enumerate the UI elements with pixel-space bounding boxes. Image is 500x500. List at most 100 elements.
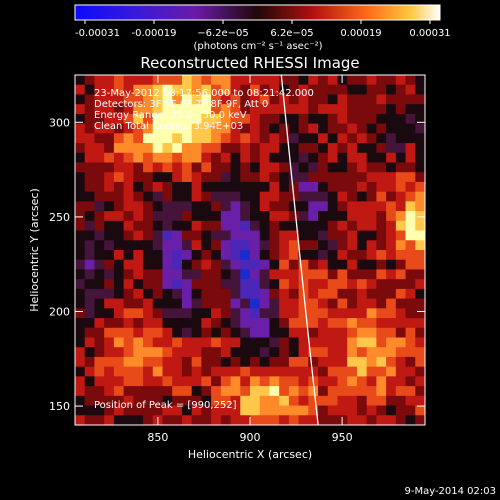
heatmap-cell: [201, 386, 212, 397]
heatmap-cell: [143, 133, 154, 144]
heatmap-cell: [415, 113, 425, 125]
heatmap-cell: [250, 181, 261, 193]
heatmap-cell: [376, 308, 387, 319]
axis-ticks: 850 900 950 150 200 250 300: [49, 75, 425, 444]
heatmap-cell: [347, 250, 358, 261]
heatmap-cell: [318, 259, 329, 270]
heatmap-cell: [356, 250, 368, 261]
heatmap-cell: [104, 269, 115, 280]
heatmap-cell: [240, 279, 251, 290]
footer-timestamp: 9-May-2014 02:03: [404, 486, 496, 497]
heatmap-cell: [104, 327, 115, 338]
heatmap-cell: [75, 191, 86, 202]
heatmap-cell: [327, 337, 338, 348]
heatmap-cell: [152, 279, 163, 290]
heatmap-cell: [94, 230, 105, 241]
heatmap-cell: [113, 123, 125, 134]
heatmap-cell: [143, 113, 154, 125]
heatmap-cell: [75, 201, 86, 212]
heatmap-cell: [113, 415, 125, 425]
heatmap-cell: [201, 94, 212, 105]
heatmap-cell: [288, 327, 300, 338]
heatmap-cell: [405, 259, 416, 270]
heatmap-cell: [172, 84, 183, 95]
heatmap-cell: [250, 104, 261, 115]
heatmap-cell: [211, 75, 222, 86]
heatmap-cell: [356, 240, 368, 251]
heatmap-cell: [104, 240, 115, 251]
heatmap-cell: [191, 143, 202, 154]
heatmap-cell: [152, 123, 163, 134]
heatmap-cell: [181, 162, 193, 173]
heatmap-cell: [75, 75, 86, 86]
heatmap-cell: [143, 288, 154, 300]
heatmap-cell: [376, 259, 387, 270]
heatmap-cell: [230, 308, 241, 319]
heatmap-cell: [356, 376, 368, 387]
heatmap-cell: [220, 201, 231, 212]
heatmap-cell: [113, 113, 125, 125]
heatmap-cell: [84, 337, 95, 348]
heatmap-cell: [318, 250, 329, 261]
heatmap-cell: [327, 84, 338, 95]
heatmap-cell: [405, 230, 416, 241]
heatmap-cell: [308, 230, 319, 241]
x-tick-label: 950: [332, 431, 353, 444]
heatmap-cell: [308, 279, 319, 290]
heatmap-cell: [84, 279, 95, 290]
heatmap-cell: [376, 113, 387, 125]
heatmap-cell: [113, 211, 125, 222]
heatmap-cell: [191, 75, 202, 86]
heatmap-cell: [395, 172, 406, 183]
heatmap-cell: [415, 230, 425, 241]
heatmap-cell: [259, 201, 270, 212]
heatmap-cell: [201, 347, 212, 358]
heatmap-cell: [347, 75, 358, 86]
heatmap-cell: [279, 327, 290, 338]
heatmap-cell: [240, 201, 251, 212]
heatmap-cell: [94, 376, 105, 387]
heatmap-cell: [94, 308, 105, 319]
heatmap-cell: [201, 298, 212, 309]
heatmap-cell: [201, 172, 212, 183]
heatmap-cell: [405, 240, 416, 251]
heatmap-cell: [298, 181, 309, 193]
heatmap-cell: [94, 201, 105, 212]
heatmap-cell: [94, 366, 105, 377]
heatmap-cell: [288, 104, 300, 115]
heatmap-cell: [250, 133, 261, 144]
heatmap-cell: [75, 240, 86, 251]
heatmap-cell: [327, 395, 338, 406]
heatmap-cell: [201, 308, 212, 319]
heatmap-cell: [327, 250, 338, 261]
heatmap-cell: [279, 415, 290, 425]
heatmap-cell: [220, 250, 231, 261]
heatmap-cell: [191, 327, 202, 338]
heatmap-cell: [415, 386, 425, 397]
heatmap-cell: [327, 230, 338, 241]
heatmap-cell: [172, 327, 183, 338]
heatmap-cell: [211, 240, 222, 251]
heatmap-cell: [395, 220, 406, 231]
heatmap-cell: [211, 259, 222, 270]
heatmap-cell: [347, 162, 358, 173]
annotation-clean: Clean Total Counts: 3.94E+03: [94, 121, 243, 132]
heatmap-cell: [201, 143, 212, 154]
heatmap-cell: [386, 327, 397, 338]
heatmap-cell: [172, 211, 183, 222]
heatmap-cell: [259, 327, 270, 338]
y-axis-label: Heliocentric Y (arcsec): [28, 188, 41, 312]
heatmap-cell: [405, 356, 416, 368]
heatmap-cell: [288, 240, 300, 251]
heatmap-cell: [298, 123, 309, 134]
heatmap-cell: [123, 376, 134, 387]
heatmap-cell: [113, 230, 125, 241]
heatmap-cell: [133, 220, 144, 231]
heatmap-cell: [94, 250, 105, 261]
heatmap-cell: [220, 415, 231, 425]
heatmap-cell: [201, 191, 212, 202]
heatmap-cell: [113, 337, 125, 348]
heatmap-cell: [162, 181, 173, 193]
heatmap-cell: [327, 201, 338, 212]
chart-title: Reconstructed RHESSI Image: [140, 54, 359, 72]
